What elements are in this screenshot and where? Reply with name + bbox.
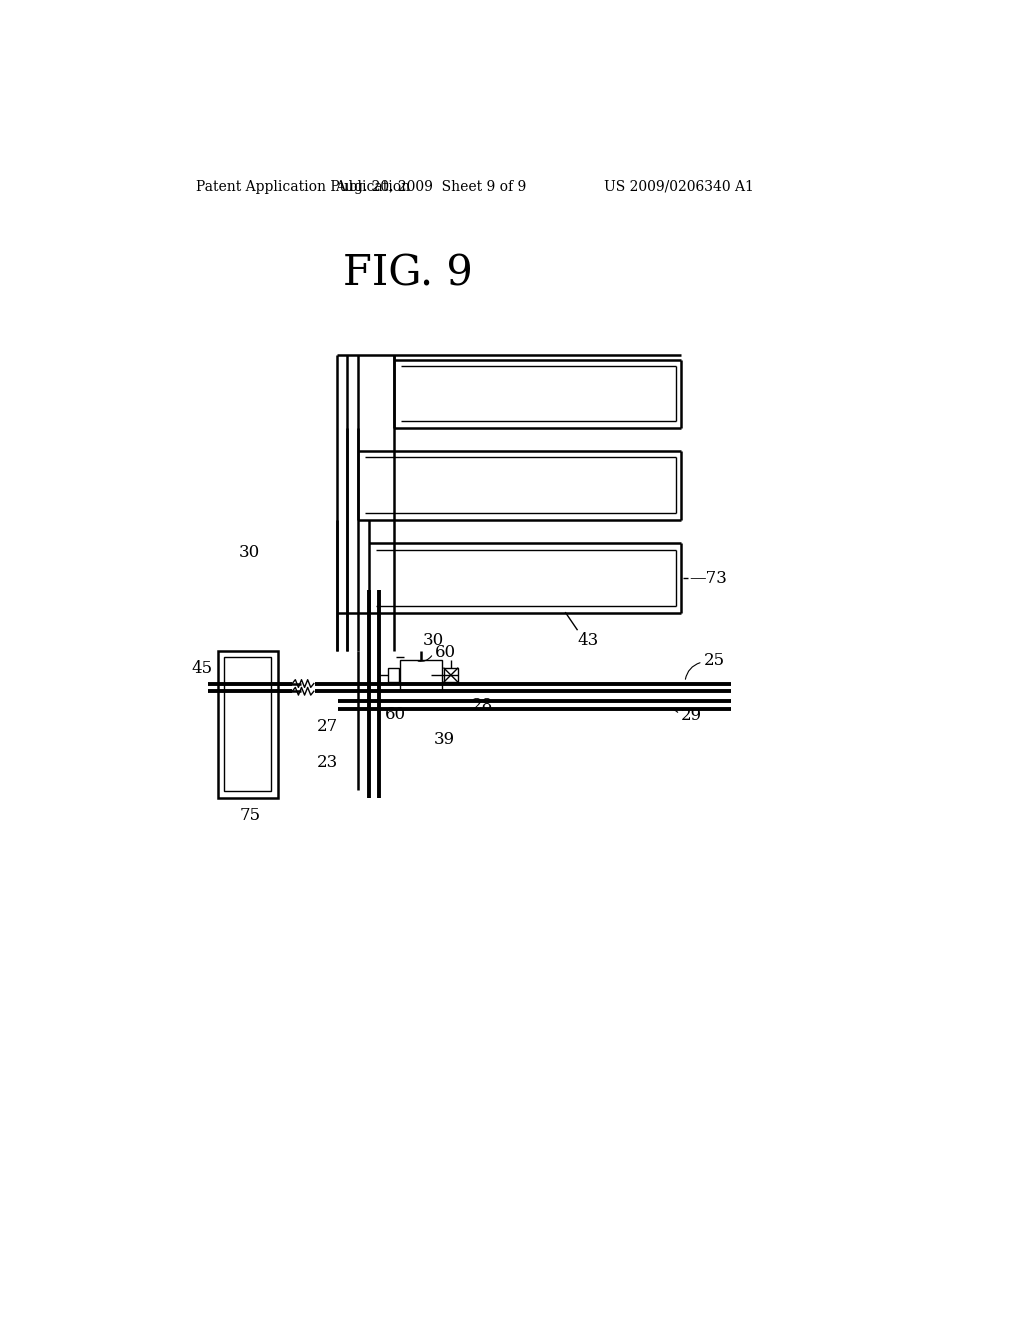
Bar [223, 657, 271, 792]
Text: —73: —73 [689, 569, 727, 586]
Text: Aug. 20, 2009  Sheet 9 of 9: Aug. 20, 2009 Sheet 9 of 9 [335, 180, 526, 194]
Bar [400, 660, 442, 692]
Text: 25: 25 [705, 652, 725, 669]
Text: 60: 60 [435, 644, 456, 661]
Text: Patent Application Publication: Patent Application Publication [196, 180, 411, 194]
Text: 30: 30 [239, 544, 260, 561]
Bar [444, 668, 458, 682]
Text: 45: 45 [191, 660, 213, 677]
Text: 39: 39 [433, 731, 455, 748]
Text: 23: 23 [317, 754, 339, 771]
Text: 29: 29 [681, 708, 702, 725]
Text: FIG. 9: FIG. 9 [343, 253, 473, 294]
Text: US 2009/0206340 A1: US 2009/0206340 A1 [604, 180, 754, 194]
Text: 30: 30 [423, 632, 444, 649]
Bar [217, 651, 278, 797]
Text: 28: 28 [472, 697, 493, 714]
Text: 60: 60 [385, 706, 407, 723]
Text: 27: 27 [317, 718, 339, 735]
Text: 43: 43 [578, 632, 598, 649]
Text: 75: 75 [240, 807, 260, 824]
Bar [388, 668, 398, 682]
